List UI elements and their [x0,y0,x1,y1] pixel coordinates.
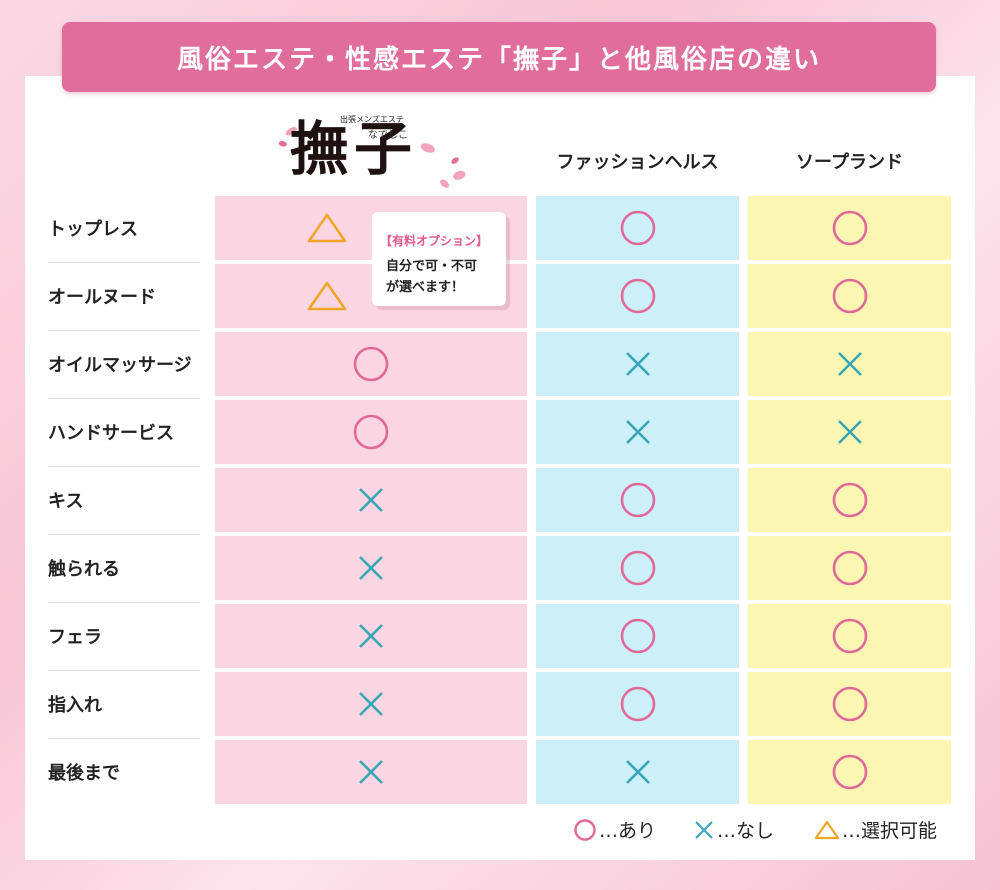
circle-icon [353,414,389,450]
cell-fashion-health [536,400,739,464]
row-divider [48,534,200,535]
cell-soapland [748,400,951,464]
circle-icon [832,210,867,246]
legend-available-label: …あり [599,820,657,842]
cell-nadeshiko [215,740,527,804]
cross-icon [359,488,383,512]
callout-line-1: 自分で可・不可 [386,259,478,274]
row-divider [48,466,200,467]
cross-icon [625,760,650,784]
circle-icon [832,278,867,314]
cell-soapland [748,264,951,328]
circle-icon [353,346,389,382]
cross-icon [625,420,650,444]
cherry-blossom-petals [278,127,466,188]
row-label: フェラ [48,627,102,648]
column-header-fashion-health: ファッションヘルス [556,152,719,173]
cell-nadeshiko [215,604,527,668]
cell-nadeshiko [215,536,527,600]
legend-unavailable-label: …なし [717,820,775,842]
cell-nadeshiko [215,672,527,736]
row-divider [48,602,200,603]
cross-icon [359,692,383,716]
cell-nadeshiko [215,468,527,532]
cell-soapland [748,196,951,260]
legend-optional: …選択可能 [814,816,937,843]
triangle-icon [814,820,840,839]
cell-fashion-health [536,264,739,328]
cell-nadeshiko [215,332,527,396]
row-label: トップレス [48,219,138,240]
legend-unavailable: …なし [693,816,774,843]
logo-tagline: 出張メンズエステ [340,115,404,124]
cell-fashion-health [536,536,739,600]
circle-icon [620,618,655,654]
row-divider [48,330,200,331]
cross-icon [695,820,713,839]
circle-icon [832,550,867,586]
row-label: 触られる [48,559,120,580]
row-label: オイルマッサージ [48,355,192,376]
circle-icon [620,210,655,246]
circle-icon [832,618,867,654]
cross-icon [837,352,862,376]
row-divider [48,262,200,263]
cell-soapland [748,672,951,736]
row-divider [48,738,200,739]
cell-fashion-health [536,740,739,804]
row-label: 最後まで [48,763,120,784]
cell-soapland [748,468,951,532]
circle-icon [620,278,655,314]
triangle-icon [307,213,347,243]
callout-tag: 【有料オプション】 [380,234,489,248]
circle-icon [574,818,596,841]
cell-soapland [748,604,951,668]
paid-option-callout: 【有料オプション】 自分で可・不可 が選べます！ [372,212,506,306]
cell-fashion-health [536,604,739,668]
legend-available: …あり [573,816,656,843]
cross-icon [359,556,383,580]
cell-soapland [748,536,951,600]
cell-fashion-health [536,672,739,736]
row-label: 指入れ [48,695,102,716]
cross-icon [837,420,862,444]
callout-line-2: が選べます！ [386,280,465,295]
cell-fashion-health [536,468,739,532]
row-label: オールヌード [48,287,156,308]
circle-icon [832,686,867,722]
legend-optional-label: …選択可能 [842,820,938,842]
cell-fashion-health [536,196,739,260]
cell-soapland [748,740,951,804]
logo-reading: なでしこ [368,130,408,141]
circle-icon [620,482,655,518]
circle-icon [620,686,655,722]
circle-icon [620,550,655,586]
cell-fashion-health [536,332,739,396]
row-divider [48,398,200,399]
circle-icon [832,754,867,790]
cross-icon [625,352,650,376]
row-label: キス [48,491,84,512]
logo-name: 撫子 [290,115,419,183]
column-header-soapland: ソープランド [796,152,903,173]
cross-icon [359,760,383,784]
cross-icon [359,624,383,648]
row-divider [48,670,200,671]
triangle-icon [307,281,347,311]
page-title: 風俗エステ・性感エステ「撫子」と他風俗店の違い [62,22,936,92]
row-label: ハンドサービス [48,423,174,444]
cell-nadeshiko [215,400,527,464]
cell-soapland [748,332,951,396]
circle-icon [832,482,867,518]
